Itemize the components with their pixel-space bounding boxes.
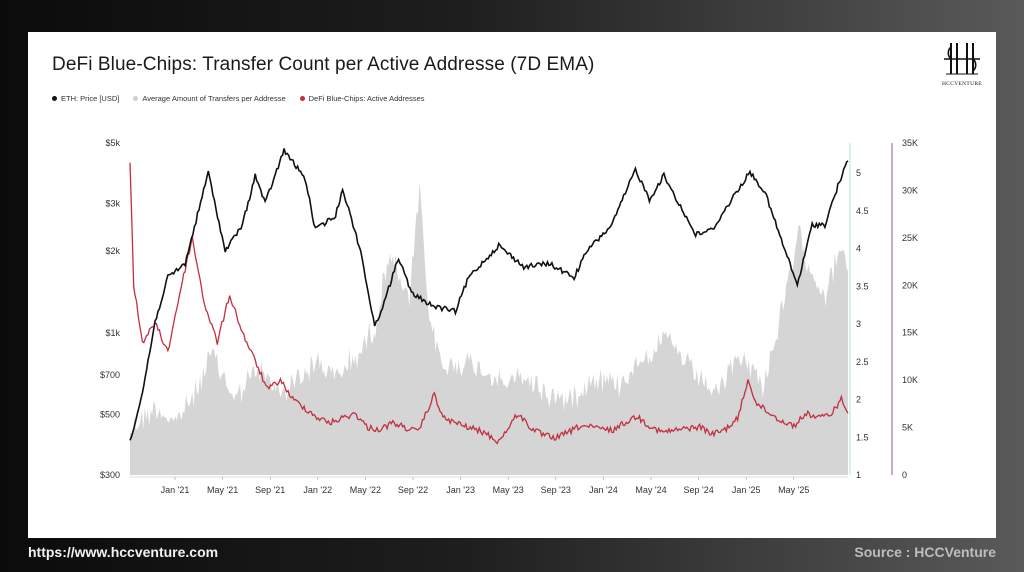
x-axis-tick-label: Sep '21: [255, 485, 285, 495]
right-axis-tick-label: 10K: [902, 375, 918, 385]
mid-axis-tick-label: 4: [856, 244, 861, 254]
x-axis-tick-label: Jan '25: [732, 485, 761, 495]
mid-axis-tick-label: 1.5: [856, 432, 869, 442]
legend-dot-icon: [52, 96, 57, 101]
axis-layer: $5k $3k $2k $1k $700 $500 $300 5 4.5 4 3.5 3 2.5 2 1.5…: [100, 138, 918, 495]
series-line-eth-price: [129, 148, 849, 441]
legend-item-avg-transfers[interactable]: Average Amount of Transfers per Addresse: [133, 94, 286, 103]
chart-card: DeFi Blue-Chips: Transfer Count per Acti…: [28, 32, 996, 538]
x-axis-tick-label: Jan '21: [161, 485, 190, 495]
legend-item-active-addresses[interactable]: DeFi Blue-Chips: Active Addresses: [299, 94, 425, 103]
mid-axis-tick-label: 3: [856, 319, 861, 329]
legend-label: ETH: Price [USD]: [61, 94, 120, 103]
x-axis-tick-label: Jan '22: [303, 485, 332, 495]
x-axis-tick-label: May '22: [350, 485, 381, 495]
x-axis-tick-label: May '23: [493, 485, 524, 495]
legend-item-eth-price[interactable]: ETH: Price [USD]: [52, 94, 119, 103]
footer-url[interactable]: https://www.hccventure.com: [28, 544, 219, 560]
chart-legend: ETH: Price [USD] Average Amount of Trans…: [52, 94, 425, 103]
x-axis-tick-label: May '25: [778, 485, 809, 495]
x-axis-tick-label: Sep '23: [541, 485, 571, 495]
x-axis-tick-label: May '21: [207, 485, 238, 495]
x-axis-tick-label: Sep '22: [398, 485, 428, 495]
mid-axis-tick-label: 1: [856, 470, 861, 480]
footer-source: Source : HCCVenture: [854, 544, 996, 560]
left-axis-tick-label: $700: [100, 370, 120, 380]
x-axis-tick-label: May '24: [635, 485, 666, 495]
hccventure-logo: HCCVENTURE: [934, 40, 990, 88]
mid-axis-tick-label: 2: [856, 395, 861, 405]
right-axis-tick-label: 30K: [902, 185, 918, 195]
left-axis-tick-label: $5k: [105, 138, 120, 148]
chart-title: DeFi Blue-Chips: Transfer Count per Acti…: [52, 54, 595, 75]
mid-axis-tick-label: 2.5: [856, 357, 869, 367]
legend-dot-icon: [299, 96, 305, 101]
right-axis-tick-label: 20K: [902, 280, 918, 290]
x-axis-tick-label: Jan '23: [446, 485, 475, 495]
right-axis-tick-label: 5K: [902, 423, 913, 433]
right-axis-tick-label: 25K: [902, 233, 918, 243]
x-axis-tick-label: Jan '24: [589, 485, 618, 495]
mid-axis-tick-label: 5: [856, 168, 861, 178]
left-axis-tick-label: $2k: [105, 246, 120, 256]
left-axis-tick-label: $500: [100, 410, 120, 420]
right-axis-tick-label: 35K: [902, 138, 918, 148]
series-line-active-addresses: [129, 162, 849, 445]
left-axis-tick-label: $1k: [105, 328, 120, 338]
legend-dot-icon: [133, 96, 139, 101]
logo-text: HCCVENTURE: [942, 81, 982, 87]
mid-axis-tick-label: 3.5: [856, 281, 869, 291]
mid-axis-tick-label: 4.5: [856, 206, 869, 216]
left-axis-tick-label: $3k: [105, 198, 120, 208]
hcc-monogram-icon: [944, 43, 980, 75]
right-axis-tick-label: 15K: [902, 328, 918, 338]
line-layer: [129, 148, 849, 445]
chart-plot: $5k $3k $2k $1k $700 $500 $300 5 4.5 4 3.5 3 2.5 2 1.5…: [100, 138, 918, 495]
x-axis-tick-label: Sep '24: [683, 485, 713, 495]
left-axis-tick-label: $300: [100, 470, 120, 480]
series-area-avg-transfers: [130, 181, 848, 475]
area-layer: [130, 181, 848, 475]
right-axis-tick-label: 0: [902, 470, 907, 480]
legend-label: Average Amount of Transfers per Addresse: [142, 94, 286, 103]
legend-label: DeFi Blue-Chips: Active Addresses: [308, 94, 425, 103]
